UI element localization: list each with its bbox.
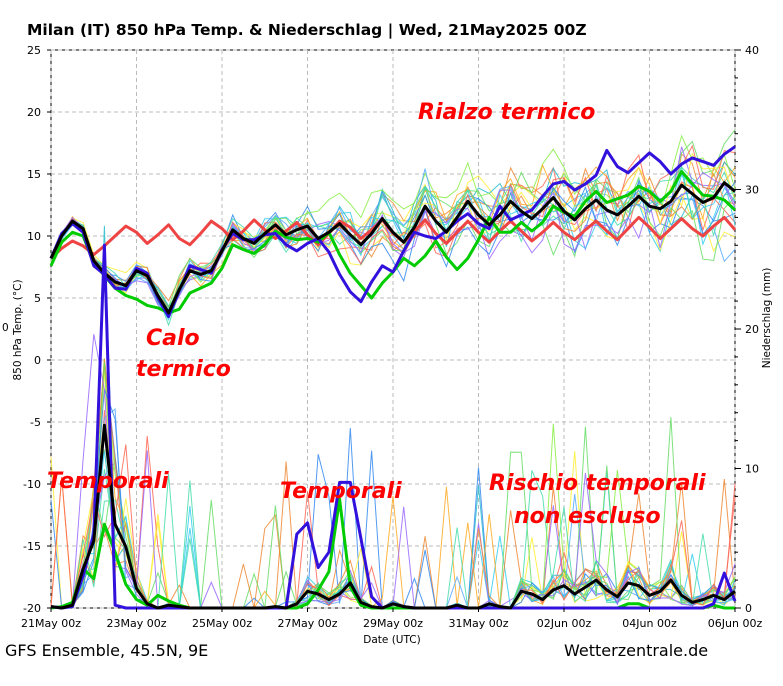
y-axis-label-right: Niederschlag (mm) (761, 268, 773, 369)
ensemble-member-temperature (50, 171, 736, 309)
highlight-series (49, 145, 737, 610)
precipitation-line-mean (50, 423, 736, 610)
y-tick-label-right: 10 (745, 463, 759, 476)
footer-source: Wetterzentrale.de (564, 641, 708, 660)
y-tick-label-right: 40 (745, 44, 759, 57)
axes: 21May 00z 23May 00z 25May 00z 27May 00z 29Ma… (21, 44, 762, 630)
x-tick-label: 02Jun 00z (537, 617, 592, 630)
y-tick-label-left: 0 (34, 354, 41, 367)
x-tick-label: 29May 00z (363, 617, 423, 630)
y-tick-label-left: -15 (23, 540, 41, 553)
y-tick-label-left: 10 (27, 230, 41, 243)
annotation-temporali-2: Temporali (280, 479, 402, 504)
footer-model-info: GFS Ensemble, 45.5N, 9E (5, 641, 208, 660)
y-tick-label-left: -5 (30, 416, 41, 429)
x-tick-label: 04Jun 00z (622, 617, 677, 630)
y-tick-label-left: 25 (27, 44, 41, 57)
chart-title: Milan (IT) 850 hPa Temp. & Niederschlag … (27, 21, 587, 40)
x-tick-label: 27May 00z (277, 617, 337, 630)
ensemble-members (50, 129, 736, 609)
ensemble-member-temperature (50, 161, 736, 307)
temperature-line-operational (49, 145, 736, 319)
x-tick-label: 06Jun 00z (708, 617, 763, 630)
x-tick-label: 21May 00z (21, 617, 81, 630)
annotation-termico: termico (136, 357, 231, 382)
y-tick-label-left: -20 (23, 602, 41, 615)
ensemble-member-temperature (50, 169, 736, 321)
y-tick-label-left: -10 (23, 478, 41, 491)
annotation-non-escluso: non escluso (514, 504, 661, 529)
annotation-rialzo-termico: Rialzo termico (418, 100, 595, 125)
y-axis-label-left: 850 hPa Temp. (°C) (12, 279, 24, 380)
x-tick-label: 23May 00z (106, 617, 166, 630)
annotation-rischio-temporali: Rischio temporali (489, 471, 706, 496)
annotation-temporali-1: Temporali (47, 469, 169, 494)
x-axis-label: Date (UTC) (363, 634, 420, 646)
y-axis-label-left-prefix: 0 (2, 322, 9, 334)
y-tick-label-left: 5 (34, 292, 41, 305)
x-tick-label: 25May 00z (192, 617, 252, 630)
temperature-line-mean (49, 181, 736, 315)
y-tick-label-right: 30 (745, 184, 759, 197)
annotation-calo: Calo (146, 326, 200, 351)
y-tick-label-left: 15 (27, 168, 41, 181)
y-tick-label-right: 0 (745, 602, 752, 615)
y-tick-label-right: 20 (745, 323, 759, 336)
y-tick-label-left: 20 (27, 106, 41, 119)
x-tick-label: 31May 00z (448, 617, 508, 630)
